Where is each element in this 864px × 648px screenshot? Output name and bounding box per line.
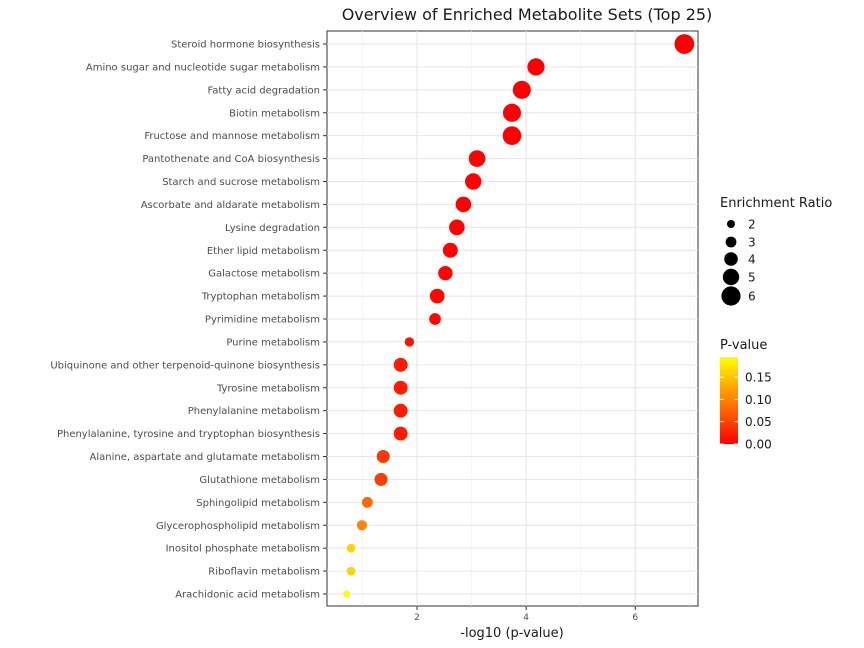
- y-tick-label: Pyrimidine metabolism: [205, 315, 320, 326]
- data-point: [438, 265, 453, 281]
- y-tick-label: Riboflavin metabolism: [208, 567, 320, 578]
- y-tick-label: Amino sugar and nucleotide sugar metabol…: [86, 62, 320, 73]
- y-tick-label: Ascorbate and aldarate metabolism: [141, 200, 320, 211]
- y-tick-label: Phenylalanine metabolism: [188, 406, 320, 417]
- data-point: [429, 288, 445, 304]
- size-legend-label: 5: [748, 271, 756, 285]
- y-tick-label: Arachidonic acid metabolism: [175, 590, 320, 601]
- data-point: [455, 196, 472, 213]
- size-legend-dot: [725, 236, 737, 248]
- data-point: [346, 543, 356, 553]
- data-point: [527, 58, 545, 76]
- data-point: [356, 520, 368, 531]
- size-legend-label: 6: [748, 290, 756, 304]
- color-bar: [720, 357, 738, 444]
- data-point: [404, 337, 415, 347]
- x-tick-label: 2: [414, 613, 420, 623]
- y-tick-label: Lysine degradation: [225, 223, 320, 234]
- data-point: [429, 313, 441, 325]
- y-tick-label: Ether lipid metabolism: [207, 246, 320, 257]
- data-point: [343, 590, 351, 598]
- color-legend: P-value 0.15 0.10 0.05 0.00: [720, 338, 772, 452]
- size-legend-label: 3: [748, 236, 756, 250]
- y-tick-label: Inositol phosphate metabolism: [166, 544, 320, 555]
- data-point: [512, 80, 531, 99]
- gridlines: [327, 31, 698, 606]
- x-tick-label: 6: [632, 613, 638, 623]
- y-tick-label: Tyrosine metabolism: [216, 383, 320, 394]
- y-tick-label: Pantothenate and CoA biosynthesis: [142, 154, 320, 165]
- x-axis-title: -log10 (p-value): [460, 626, 563, 641]
- data-points: [343, 34, 695, 598]
- y-tick-label: Galactose metabolism: [208, 269, 320, 280]
- size-legend-dot: [722, 268, 740, 286]
- x-tick-label: 4: [523, 613, 529, 623]
- y-tick-label: Fatty acid degradation: [207, 85, 320, 96]
- y-tick-label: Ubiquinone and other terpenoid-quinone b…: [50, 360, 320, 371]
- chart-title: Overview of Enriched Metabolite Sets (To…: [342, 5, 713, 24]
- color-legend-label: 0.10: [745, 393, 772, 407]
- size-legend-label: 4: [748, 253, 756, 267]
- data-point: [393, 426, 408, 441]
- y-tick-label: Starch and sucrose metabolism: [162, 177, 320, 188]
- y-tick-label: Phenylalanine, tyrosine and tryptophan b…: [57, 429, 320, 440]
- x-axis: 2 4 6: [414, 606, 638, 623]
- data-point: [346, 566, 356, 576]
- data-point: [442, 242, 458, 258]
- y-axis-labels: Steroid hormone biosynthesis Amino sugar …: [50, 40, 327, 601]
- data-point: [374, 472, 388, 486]
- size-legend-dot: [727, 220, 735, 228]
- color-legend-label: 0.15: [745, 371, 772, 385]
- data-point: [674, 34, 695, 54]
- y-tick-label: Sphingolipid metabolism: [196, 498, 320, 509]
- y-tick-label: Alanine, aspartate and glutamate metabol…: [90, 452, 320, 463]
- size-legend: Enrichment Ratio 2 3 4 5 6: [720, 196, 832, 306]
- data-point: [465, 173, 482, 190]
- color-legend-label: 0.05: [745, 415, 772, 429]
- data-point: [393, 357, 408, 372]
- data-point: [468, 150, 486, 167]
- data-point: [449, 219, 465, 236]
- size-legend-title: Enrichment Ratio: [720, 196, 832, 211]
- color-legend-title: P-value: [720, 338, 767, 353]
- data-point: [393, 380, 408, 395]
- data-point: [393, 403, 408, 418]
- size-legend-dot: [724, 252, 738, 266]
- color-legend-label: 0.00: [745, 438, 772, 452]
- data-point: [376, 449, 390, 464]
- y-tick-label: Fructose and mannose metabolism: [144, 131, 320, 142]
- y-tick-label: Purine metabolism: [226, 337, 320, 348]
- y-tick-label: Steroid hormone biosynthesis: [171, 40, 320, 51]
- y-tick-label: Glutathione metabolism: [199, 475, 320, 486]
- y-tick-label: Biotin metabolism: [229, 108, 320, 119]
- data-point: [502, 126, 522, 145]
- data-point: [361, 496, 373, 508]
- y-tick-label: Glycerophospholipid metabolism: [156, 521, 320, 532]
- y-tick-label: Tryptophan metabolism: [201, 292, 320, 303]
- size-legend-dot: [721, 286, 741, 306]
- size-legend-label: 2: [748, 218, 756, 232]
- data-point: [502, 103, 521, 122]
